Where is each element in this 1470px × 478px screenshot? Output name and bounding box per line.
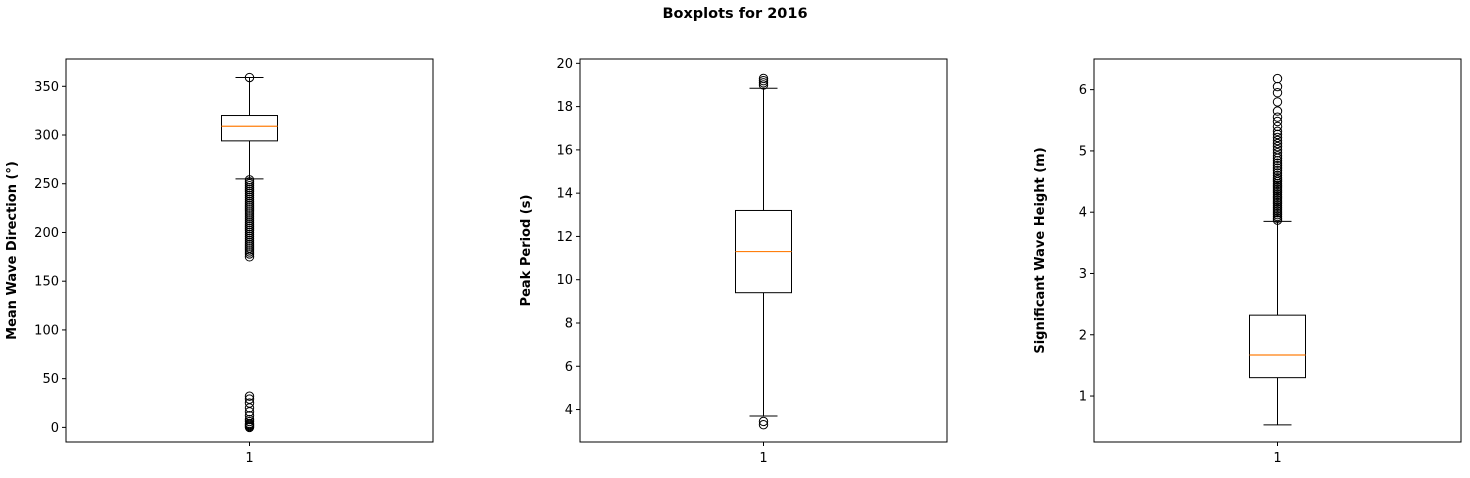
outlier-point — [1272, 160, 1283, 171]
y-tick-label: 4 — [1079, 206, 1087, 221]
outlier-point — [1272, 81, 1283, 92]
x-tick-label: 1 — [759, 451, 767, 466]
outlier-point — [244, 175, 255, 185]
y-tick-label: 4 — [565, 403, 573, 418]
y-tick-label: 300 — [34, 129, 59, 144]
y-tick-label: 20 — [556, 57, 573, 72]
boxplot-panel-2: 4 6 8 10 12 14 16 18 20 1 Peak Period (s) — [519, 57, 948, 466]
y-tick-label: 50 — [42, 372, 59, 387]
outlier-point — [1272, 132, 1283, 143]
y-tick-label: 2 — [1079, 328, 1087, 343]
outlier-point — [758, 75, 769, 86]
y-tick-label: 3 — [1079, 267, 1087, 282]
y-tick-label: 10 — [556, 273, 573, 288]
x-tick-label: 1 — [245, 451, 253, 466]
outlier-point — [1272, 168, 1283, 178]
box-iqr — [221, 115, 278, 142]
outlier-point — [244, 72, 255, 83]
outlier-point — [244, 394, 255, 404]
outlier-point — [1272, 170, 1283, 181]
outlier-point — [1272, 135, 1283, 146]
boxplot-panel-3: 1 2 3 4 5 6 1 Significant Wave Height (m) — [1033, 58, 1462, 466]
outlier-point — [1272, 138, 1283, 149]
outlier-point — [1272, 126, 1283, 137]
boxplot-panel-1: 0 50 100 150 200 250 300 350 1 Mean Wave Directio… — [5, 58, 434, 466]
y-tick-label: 1 — [1079, 390, 1087, 405]
y-tick-label: 6 — [565, 360, 573, 375]
y-axis-label: Mean Wave Direction (°) — [5, 161, 20, 340]
outlier-point — [1272, 173, 1283, 183]
outlier-point — [244, 391, 255, 401]
outlier-point — [758, 419, 769, 430]
outlier-point — [1272, 106, 1283, 116]
y-axis-label: Peak Period (s) — [519, 195, 534, 307]
outlier-point — [758, 78, 769, 88]
outlier-point — [1272, 163, 1283, 173]
y-tick-label: 8 — [565, 316, 573, 331]
outlier-point — [1272, 97, 1283, 107]
y-tick-label: 18 — [556, 100, 573, 115]
outlier-point — [758, 80, 769, 90]
outlier-point — [1272, 73, 1283, 84]
box-iqr — [1249, 314, 1306, 379]
y-tick-label: 150 — [34, 275, 59, 290]
y-tick-label: 16 — [556, 143, 573, 158]
outlier-point — [1272, 112, 1283, 122]
y-tick-label: 250 — [34, 177, 59, 192]
y-tick-label: 5 — [1079, 144, 1087, 159]
x-tick-label: 1 — [1273, 451, 1281, 466]
y-tick-label: 6 — [1079, 83, 1087, 98]
y-tick-label: 12 — [556, 230, 573, 245]
y-axis-label: Significant Wave Height (m) — [1033, 147, 1048, 353]
outlier-point — [1272, 165, 1283, 176]
outlier-point — [1272, 88, 1283, 98]
outlier-point — [1272, 141, 1283, 152]
y-tick-label: 0 — [51, 421, 59, 436]
outlier-point — [244, 414, 255, 425]
outlier-point — [1272, 144, 1283, 155]
outlier-point — [1272, 158, 1283, 168]
y-tick-label: 350 — [34, 80, 59, 95]
figure-title: Boxplots for 2016 — [662, 6, 808, 22]
outlier-point — [1272, 121, 1283, 132]
outlier-point — [758, 416, 769, 427]
outlier-point — [1272, 151, 1283, 161]
y-tick-label: 100 — [34, 323, 59, 338]
outlier-point — [244, 398, 255, 408]
y-tick-label: 14 — [556, 187, 573, 202]
outlier-point — [1272, 116, 1283, 127]
outlier-point — [1272, 148, 1283, 158]
outlier-point — [758, 73, 769, 84]
outlier-point — [244, 410, 255, 421]
y-tick-label: 200 — [34, 226, 59, 241]
